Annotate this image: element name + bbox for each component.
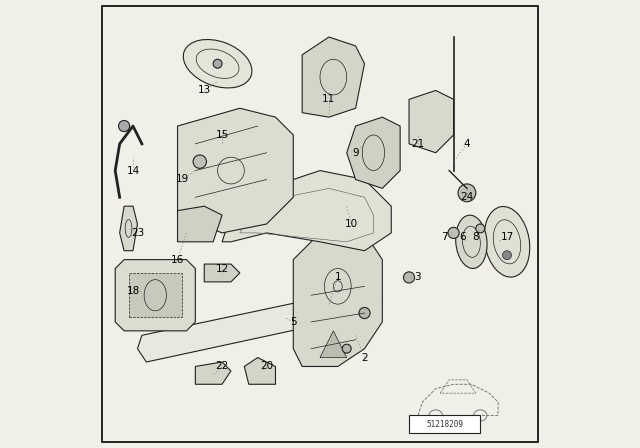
Text: 13: 13 xyxy=(198,86,211,95)
Polygon shape xyxy=(409,90,454,153)
Polygon shape xyxy=(120,206,138,251)
Polygon shape xyxy=(320,331,347,358)
Ellipse shape xyxy=(456,215,487,268)
Polygon shape xyxy=(222,171,391,251)
Polygon shape xyxy=(115,260,195,331)
Text: 18: 18 xyxy=(126,286,140,296)
Text: 8: 8 xyxy=(472,233,479,242)
Text: 6: 6 xyxy=(459,233,466,242)
Ellipse shape xyxy=(476,224,484,233)
Text: 10: 10 xyxy=(344,219,358,229)
Polygon shape xyxy=(204,264,240,282)
Polygon shape xyxy=(129,273,182,318)
Polygon shape xyxy=(244,358,275,384)
Ellipse shape xyxy=(118,121,130,132)
Ellipse shape xyxy=(502,251,511,260)
Text: 11: 11 xyxy=(323,95,335,104)
Text: 5: 5 xyxy=(290,317,296,327)
Polygon shape xyxy=(138,286,382,362)
Ellipse shape xyxy=(403,272,415,283)
Ellipse shape xyxy=(193,155,207,168)
Ellipse shape xyxy=(359,307,370,319)
Text: 22: 22 xyxy=(216,362,228,371)
Text: 1: 1 xyxy=(335,272,341,282)
Text: 3: 3 xyxy=(415,272,421,282)
Text: 16: 16 xyxy=(171,254,184,265)
Ellipse shape xyxy=(213,59,222,68)
Ellipse shape xyxy=(342,344,351,353)
Text: 23: 23 xyxy=(131,228,144,238)
Text: 2: 2 xyxy=(361,353,368,362)
Polygon shape xyxy=(293,224,382,366)
Polygon shape xyxy=(347,117,400,188)
Text: 7: 7 xyxy=(442,233,448,242)
Text: 14: 14 xyxy=(126,166,140,176)
Ellipse shape xyxy=(458,184,476,202)
Text: 20: 20 xyxy=(260,362,273,371)
Polygon shape xyxy=(177,206,222,242)
Text: 12: 12 xyxy=(216,263,228,274)
Text: 24: 24 xyxy=(460,192,474,202)
Text: 21: 21 xyxy=(412,139,424,149)
Text: 4: 4 xyxy=(463,139,470,149)
Ellipse shape xyxy=(448,227,459,238)
Polygon shape xyxy=(177,108,293,233)
Text: 51218209: 51218209 xyxy=(426,420,463,429)
Bar xyxy=(409,415,480,433)
Text: 19: 19 xyxy=(175,174,189,185)
Polygon shape xyxy=(195,362,231,384)
Text: 15: 15 xyxy=(216,130,228,140)
Text: 17: 17 xyxy=(500,233,514,242)
Ellipse shape xyxy=(484,207,530,277)
Polygon shape xyxy=(302,37,365,117)
Text: 9: 9 xyxy=(352,148,359,158)
Ellipse shape xyxy=(183,39,252,88)
